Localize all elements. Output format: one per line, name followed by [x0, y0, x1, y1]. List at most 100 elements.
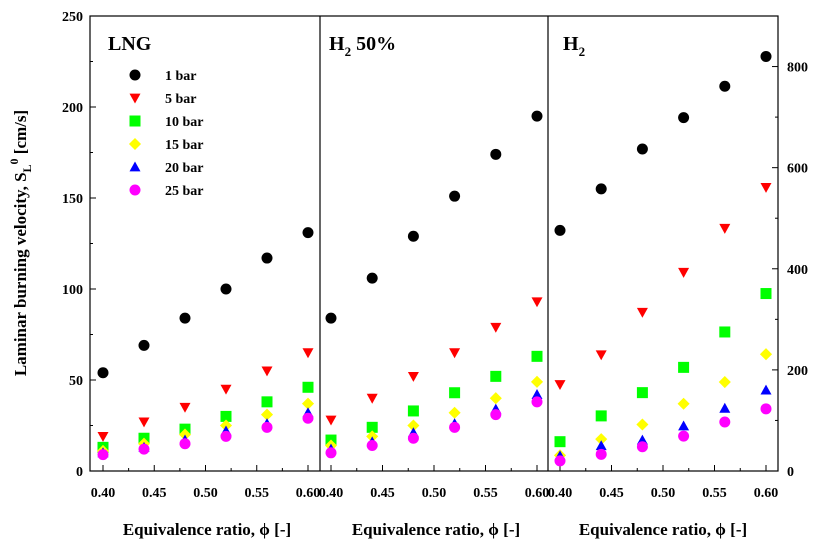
data-point: [490, 148, 502, 160]
legend: 1 bar 5 bar 10 bar 15 bar 20 bar 25 bar: [128, 69, 204, 199]
x-tick-label: 0.55: [473, 486, 498, 501]
data-point: [489, 392, 502, 405]
x-tick-label: 0.60: [525, 486, 550, 501]
data-point: [595, 433, 608, 446]
legend-label: 15 bar: [165, 138, 204, 153]
data-point: [636, 143, 648, 155]
y-tick-label: 50: [69, 374, 83, 389]
data-point: [220, 410, 232, 422]
data-point: [407, 371, 419, 382]
x-axis-label-h2-50: Equivalence ratio, ϕ [-]: [352, 520, 520, 539]
data-point: [595, 350, 607, 361]
legend-label: 20 bar: [165, 161, 204, 176]
data-point: [220, 384, 232, 395]
data-point: [554, 380, 566, 391]
data-point: [448, 406, 461, 419]
data-point: [138, 417, 150, 428]
y-tick-label: 250: [62, 10, 83, 25]
legend-label: 25 bar: [165, 184, 204, 199]
data-point: [760, 403, 772, 415]
points-layer: [96, 50, 773, 467]
data-point: [719, 402, 731, 413]
data-point: [407, 432, 419, 444]
data-point: [179, 312, 191, 324]
data-point: [301, 397, 315, 410]
plot-frame: [89, 15, 779, 472]
y-tick-label: 150: [62, 192, 83, 207]
x-axis-label-h2: Equivalence ratio, ϕ [-]: [579, 520, 747, 539]
y-tick-label: 0: [787, 465, 794, 480]
panel-title-lng: LNG: [108, 33, 152, 55]
y-tick-label: 0: [76, 465, 83, 480]
x-tick-label: 0.40: [548, 486, 573, 501]
x-tick-label: 0.40: [319, 486, 344, 501]
legend-label: 5 bar: [165, 92, 197, 107]
data-point: [760, 50, 772, 62]
x-tick-label: 0.60: [754, 486, 779, 501]
data-point: [366, 393, 378, 404]
x-axis-label-lng: Equivalence ratio, ϕ [-]: [123, 520, 291, 539]
data-point: [138, 443, 150, 455]
legend-marker: [129, 69, 141, 81]
x-tick-label: 0.50: [193, 486, 218, 501]
data-point: [97, 449, 109, 461]
data-point: [449, 421, 461, 433]
data-point: [719, 80, 731, 92]
data-point: [678, 361, 690, 373]
data-point: [760, 182, 772, 193]
data-point: [325, 447, 337, 459]
data-point: [449, 348, 461, 359]
legend-marker: [129, 93, 141, 104]
data-point: [531, 297, 543, 308]
data-point: [261, 252, 273, 264]
data-point: [678, 112, 690, 124]
data-point: [325, 415, 337, 426]
data-point: [261, 421, 273, 433]
data-point: [179, 438, 191, 450]
data-point: [261, 366, 273, 377]
data-point: [490, 370, 502, 382]
data-point: [302, 381, 314, 393]
data-point: [595, 448, 607, 460]
y-tick-label: 100: [62, 283, 83, 298]
x-tick-label: 0.55: [245, 486, 270, 501]
data-point: [260, 408, 274, 421]
data-point: [719, 223, 731, 234]
y-axis-label: Laminar burning velocity, SL0 [cm/s]: [7, 110, 34, 376]
data-point: [220, 283, 232, 295]
data-point: [531, 389, 543, 399]
y-tick-label: 800: [787, 61, 808, 76]
data-point: [449, 190, 461, 202]
data-point: [678, 430, 690, 442]
legend-marker: [129, 184, 141, 196]
x-tick-label: 0.50: [651, 486, 676, 501]
y-tick-label: 200: [62, 101, 83, 116]
data-point: [490, 322, 502, 333]
data-point: [595, 440, 607, 451]
x-tick-label: 0.40: [91, 486, 116, 501]
panel-title-h2-50: H2 50%: [329, 33, 396, 59]
data-point: [718, 375, 731, 389]
y-tick-label: 600: [787, 162, 808, 177]
data-point: [636, 418, 649, 431]
data-point: [719, 416, 731, 428]
data-point: [678, 267, 690, 278]
data-point: [636, 441, 648, 453]
data-point: [261, 396, 273, 408]
data-point: [595, 183, 607, 195]
panel-title-h2: H2: [563, 33, 585, 59]
x-tick-label: 0.55: [702, 486, 727, 501]
data-point: [759, 348, 773, 361]
data-point: [760, 384, 772, 395]
data-point: [366, 272, 378, 284]
data-point: [138, 339, 150, 351]
legend-marker: [129, 161, 141, 172]
data-point: [366, 440, 378, 452]
data-point: [366, 421, 378, 433]
data-point: [531, 110, 543, 122]
x-tick-label: 0.45: [142, 486, 167, 501]
x-tick-label: 0.45: [370, 486, 395, 501]
data-point: [490, 409, 502, 421]
